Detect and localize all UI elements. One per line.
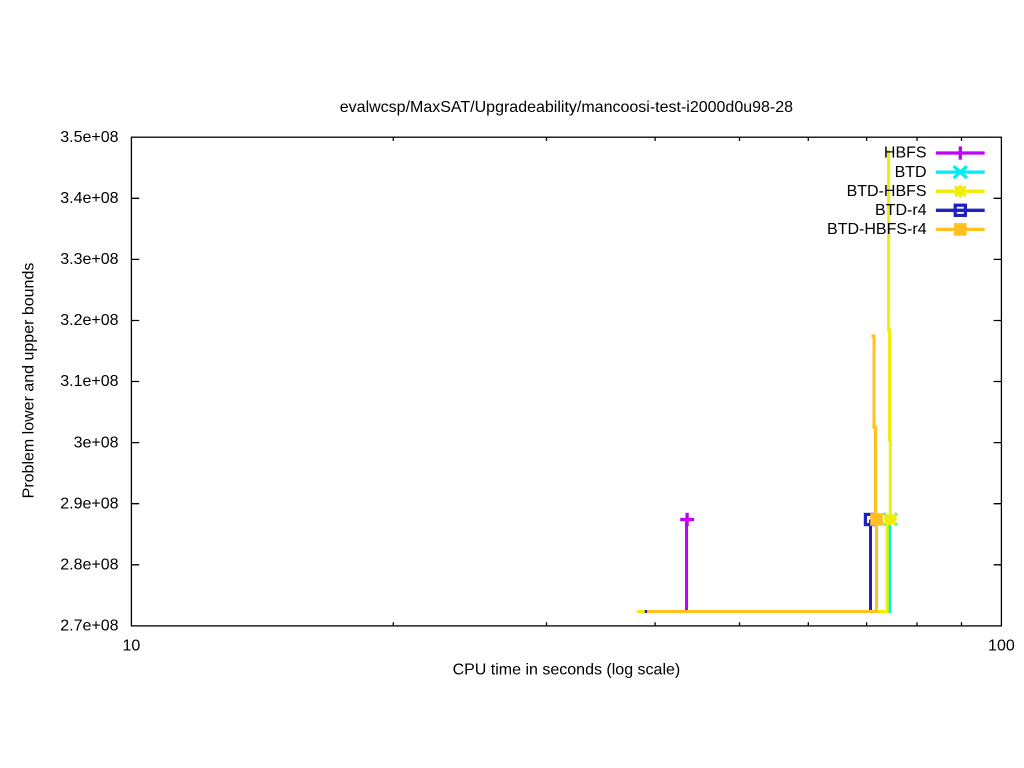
svg-text:BTD-r4: BTD-r4	[875, 202, 927, 219]
svg-text:10: 10	[123, 638, 141, 655]
svg-text:3e+08: 3e+08	[74, 434, 119, 451]
svg-text:3.2e+08: 3.2e+08	[60, 312, 118, 329]
svg-text:CPU time in seconds (log scale: CPU time in seconds (log scale)	[453, 662, 681, 679]
svg-text:BTD: BTD	[895, 164, 927, 181]
svg-text:2.9e+08: 2.9e+08	[60, 495, 118, 512]
svg-text:3.3e+08: 3.3e+08	[60, 251, 118, 268]
svg-text:HBFS: HBFS	[884, 145, 927, 162]
svg-text:3.1e+08: 3.1e+08	[60, 373, 118, 390]
svg-text:Problem lower and upper bounds: Problem lower and upper bounds	[21, 263, 38, 499]
svg-text:evalwcsp/MaxSAT/Upgradeability: evalwcsp/MaxSAT/Upgradeability/mancoosi-…	[340, 99, 793, 116]
svg-text:BTD-HBFS: BTD-HBFS	[847, 183, 927, 200]
svg-text:3.4e+08: 3.4e+08	[60, 190, 118, 207]
svg-text:BTD-HBFS-r4: BTD-HBFS-r4	[827, 221, 927, 238]
svg-text:3.5e+08: 3.5e+08	[60, 129, 118, 146]
svg-text:100: 100	[988, 638, 1015, 655]
svg-text:2.7e+08: 2.7e+08	[60, 618, 118, 635]
svg-text:2.8e+08: 2.8e+08	[60, 557, 118, 574]
